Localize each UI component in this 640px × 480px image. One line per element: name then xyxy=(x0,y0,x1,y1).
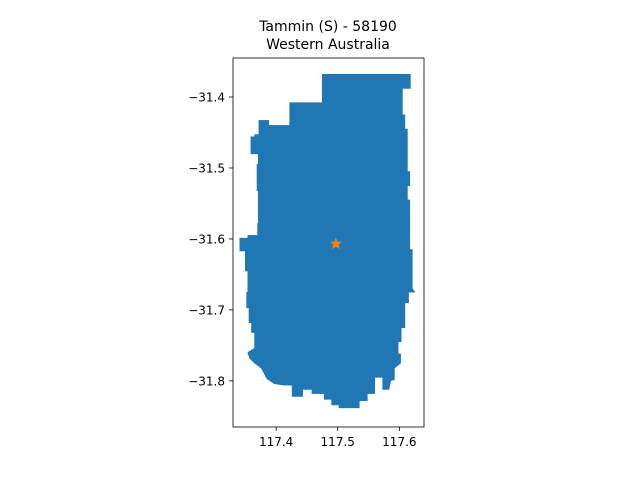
map-title-line-2: Western Australia xyxy=(266,37,390,53)
axes-frame xyxy=(232,57,425,428)
region-polygon xyxy=(239,74,416,409)
x-tick-label: 117.4 xyxy=(259,435,293,449)
map-title-line-1: Tammin (S) - 58190 xyxy=(258,19,397,35)
x-tick-label: 117.5 xyxy=(321,435,355,449)
y-tick-label: −31.6 xyxy=(188,232,225,246)
x-tick-label: 117.6 xyxy=(382,435,416,449)
y-tick-label: −31.5 xyxy=(188,161,225,175)
y-axis: −31.4 −31.5 −31.6 −31.7 −31.8 xyxy=(188,91,233,388)
y-tick-label: −31.4 xyxy=(188,91,225,105)
plot-area xyxy=(239,74,416,409)
star-icon xyxy=(329,237,343,250)
x-axis: 117.4 117.5 117.6 xyxy=(259,427,417,449)
y-tick-label: −31.7 xyxy=(188,303,225,317)
centroid-marker-layer xyxy=(329,237,343,250)
y-tick-label: −31.8 xyxy=(188,374,225,388)
